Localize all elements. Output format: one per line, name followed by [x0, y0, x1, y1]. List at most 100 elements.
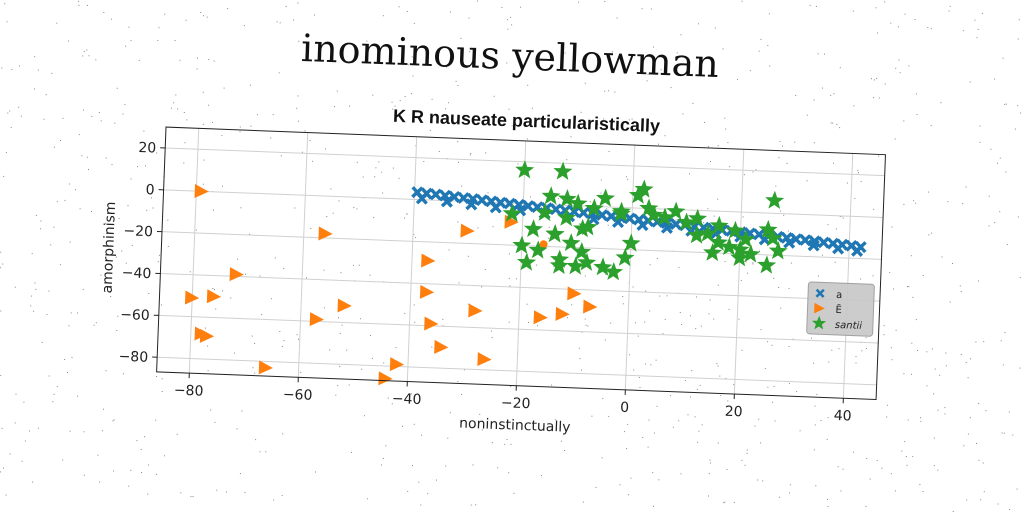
- noise-speck: [1009, 509, 1011, 510]
- series-e-point: [567, 286, 582, 301]
- noise-speck: [708, 495, 709, 497]
- noise-speck: [746, 452, 748, 454]
- noise-speck: [300, 372, 302, 374]
- noise-speck: [468, 303, 470, 305]
- series-a-point: [415, 192, 429, 205]
- noise-speck: [714, 27, 716, 29]
- noise-speck: [908, 65, 910, 67]
- noise-speck: [254, 342, 255, 344]
- series-santii-point: [568, 193, 588, 212]
- noise-speck: [1017, 38, 1019, 40]
- noise-speck: [445, 108, 447, 110]
- noise-speck: [947, 201, 949, 203]
- noise-speck: [717, 442, 719, 444]
- noise-speck: [831, 349, 833, 351]
- noise-speck: [1019, 277, 1021, 279]
- noise-speck: [806, 114, 808, 116]
- noise-speck: [189, 271, 191, 273]
- noise-speck: [605, 274, 607, 276]
- noise-speck: [581, 331, 583, 333]
- noise-speck: [796, 391, 798, 393]
- noise-speck: [607, 224, 609, 226]
- noise-speck: [100, 120, 102, 122]
- noise-speck: [772, 401, 774, 403]
- series-santii-point: [644, 204, 664, 224]
- noise-speck: [484, 269, 486, 270]
- noise-speck: [111, 164, 113, 165]
- noise-speck: [944, 407, 946, 409]
- series-santii-point: [758, 219, 778, 239]
- noise-speck: [952, 263, 953, 264]
- noise-speck: [778, 496, 780, 498]
- series-santii-point: [725, 220, 745, 240]
- noise-speck: [520, 6, 522, 8]
- noise-speck: [894, 138, 896, 140]
- noise-speck: [725, 128, 727, 130]
- noise-speck: [828, 361, 830, 363]
- noise-speck: [404, 96, 406, 97]
- noise-speck: [373, 217, 375, 219]
- noise-speck: [917, 350, 919, 351]
- noise-speck: [113, 470, 114, 472]
- noise-speck: [752, 262, 754, 264]
- noise-speck: [509, 285, 511, 287]
- noise-speck: [173, 102, 175, 104]
- noise-speck: [720, 395, 722, 397]
- noise-speck: [637, 335, 639, 337]
- noise-speck: [931, 348, 933, 350]
- noise-speck: [707, 208, 709, 210]
- series-a-point: [669, 218, 683, 231]
- noise-speck: [475, 504, 477, 506]
- noise-speck: [111, 18, 113, 20]
- noise-speck: [457, 141, 459, 143]
- noise-speck: [67, 40, 69, 42]
- noise-speck: [745, 261, 747, 263]
- noise-speck: [83, 109, 84, 111]
- noise-speck: [30, 295, 32, 297]
- noise-speck: [729, 166, 731, 168]
- noise-speck: [413, 22, 415, 24]
- noise-speck: [684, 380, 686, 381]
- noise-speck: [915, 202, 917, 204]
- noise-speck: [237, 258, 239, 260]
- noise-speck: [19, 65, 20, 67]
- noise-speck: [492, 226, 494, 228]
- noise-speck: [497, 467, 499, 469]
- noise-speck: [40, 228, 42, 230]
- noise-speck: [382, 15, 384, 17]
- noise-speck: [164, 455, 166, 457]
- noise-speck: [265, 451, 267, 453]
- noise-speck: [528, 322, 529, 323]
- noise-speck: [375, 167, 377, 169]
- noise-speck: [839, 127, 841, 129]
- y-tick-label: 20: [138, 140, 156, 157]
- noise-speck: [0, 375, 2, 376]
- series-santii-point: [709, 215, 729, 235]
- noise-speck: [86, 49, 88, 51]
- noise-speck: [773, 277, 775, 279]
- noise-speck: [473, 426, 475, 428]
- noise-speck: [926, 385, 928, 387]
- series-santii-point: [523, 219, 543, 238]
- noise-speck: [423, 46, 425, 48]
- noise-speck: [839, 216, 841, 218]
- noise-speck: [890, 22, 892, 24]
- noise-speck: [391, 403, 393, 405]
- noise-speck: [960, 354, 962, 355]
- series-santii-point: [512, 235, 532, 254]
- noise-speck: [830, 95, 832, 97]
- noise-speck: [64, 359, 66, 360]
- noise-speck: [809, 4, 811, 6]
- noise-speck: [175, 94, 177, 96]
- noise-speck: [827, 224, 829, 226]
- series-santii-point: [730, 248, 750, 267]
- noise-speck: [457, 85, 459, 86]
- noise-speck: [788, 287, 790, 289]
- noise-speck: [997, 503, 999, 505]
- noise-speck: [282, 433, 284, 435]
- noise-speck: [628, 354, 630, 356]
- noise-speck: [195, 229, 197, 231]
- noise-speck: [754, 425, 756, 427]
- noise-speck: [945, 365, 947, 367]
- noise-speck: [487, 192, 489, 194]
